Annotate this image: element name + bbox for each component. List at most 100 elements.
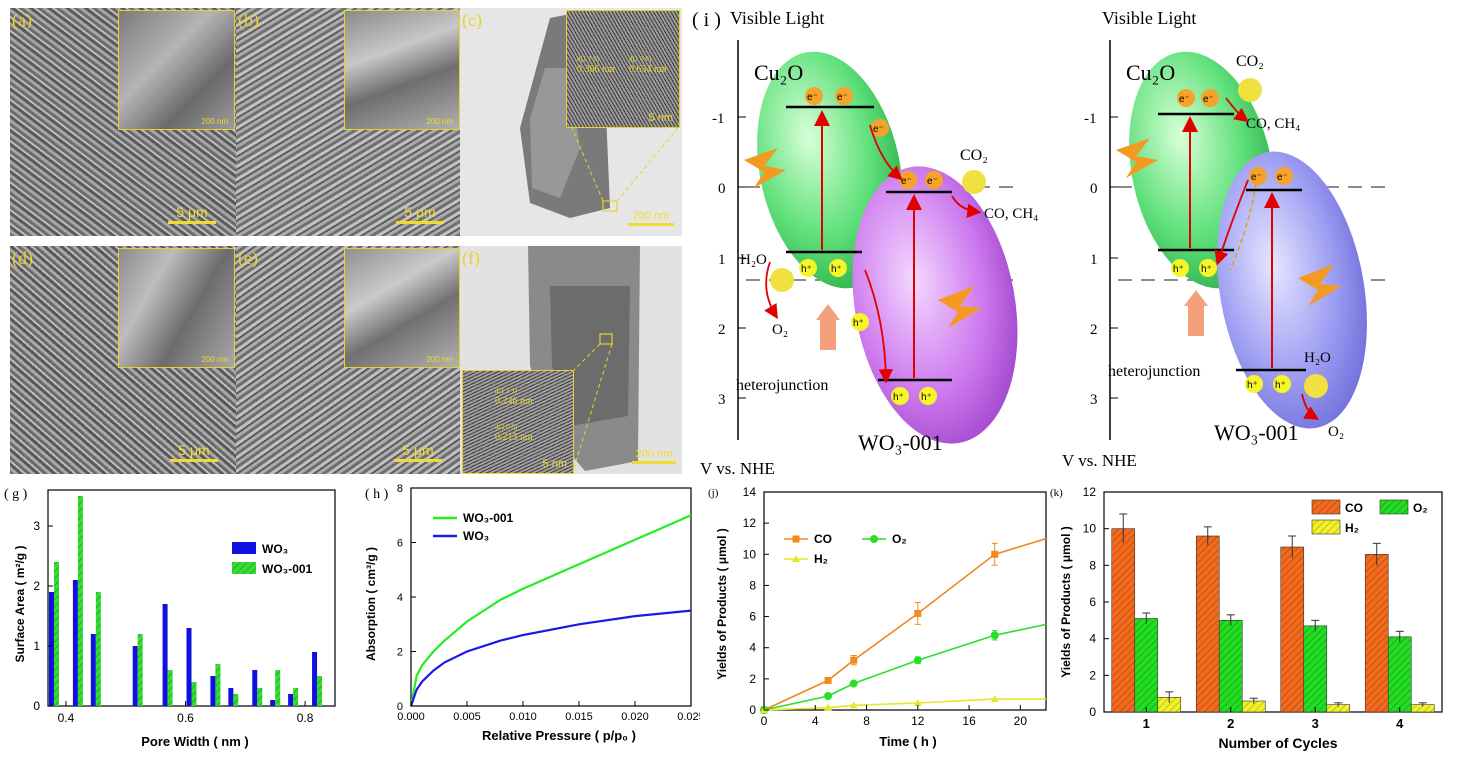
chart-g-bar-wo3-001 (137, 634, 143, 706)
chart-h-y-tick-label: 2 (397, 647, 403, 659)
chart-k-y-tick-label: 6 (1089, 595, 1096, 609)
right-axis-label: V vs. NHE (1062, 451, 1137, 470)
inset-scale-f: 5 nm (542, 458, 567, 470)
chart-j-legend-marker-2 (792, 555, 800, 562)
chart-j-legend-marker-1 (870, 535, 878, 543)
right-happy-face (1238, 78, 1262, 102)
left-h1: h⁺ (801, 264, 812, 275)
right-h1: h⁺ (1173, 264, 1184, 275)
chart-g-bar-wo3-001 (293, 688, 299, 706)
left-lightning-2 (938, 286, 982, 328)
chart-j-point-co (914, 609, 922, 617)
chart-j-y-axis-label: Yields of Products ( μmol ) (715, 528, 729, 680)
chart-k-bar-CO (1111, 528, 1136, 713)
chart-g-bar-wo3-001 (53, 562, 59, 706)
left-h2: h⁺ (831, 264, 842, 275)
chart-j-y-tick-label: 12 (743, 516, 757, 530)
chart-g-bar-wo3-001 (77, 496, 83, 706)
chart-j-y-tick-label: 8 (749, 578, 756, 592)
micrograph-grid: (a) 200 nm 5 μm (b) 200 nm 5 μm (c) d(1 … (10, 8, 682, 474)
chart-g-x-tick-label: 0.4 (58, 711, 75, 725)
f-d2-value: 0.213 nm (495, 432, 533, 443)
chart-h-x-tick-label: 0.010 (509, 711, 537, 723)
chart-h-series-line-0 (409, 514, 692, 707)
scale-bar-d: 5 μm (170, 442, 218, 462)
chart-g-legend-wo3-001: WO₃-001 (262, 562, 313, 576)
f-d1-value: 0.246 nm (495, 396, 533, 407)
right-tick-3: 3 (1090, 392, 1098, 408)
chart-h-y-tick-label: 0 (397, 701, 403, 713)
c-d2-value: 0.634 nm (629, 64, 667, 75)
chart-k-x-axis-label: Number of Cycles (1218, 735, 1337, 751)
chart-j-y-tick-label: 6 (749, 610, 756, 624)
right-tick-1: 1 (1090, 252, 1098, 268)
chart-g-bar-wo3-001 (317, 676, 323, 706)
right-y-ticks: -1 0 1 2 3 (1084, 111, 1118, 408)
right-h2: h⁺ (1201, 264, 1212, 275)
left-lightning-1 (744, 148, 786, 188)
chart-j-point-h2 (913, 698, 922, 706)
chart-g-bar-wo3 (186, 628, 192, 706)
chart-k-legend-swatch-2 (1311, 519, 1341, 535)
chart-k-bar-CO (1364, 554, 1389, 713)
c-d1-value: 0.366 nm (577, 64, 615, 75)
right-tick-2: 2 (1090, 322, 1098, 338)
chart-h-x-tick-label: 0.015 (565, 711, 593, 723)
chart-k-bar-CO (1280, 546, 1305, 713)
inset-scale-b: 200 nm (426, 117, 453, 126)
chart-k-y-tick-label: 8 (1089, 558, 1096, 572)
chart-g-bar-wo3-001 (233, 694, 239, 706)
chart-g-bar-wo3-001 (191, 682, 197, 706)
inset-scale-e: 200 nm (426, 355, 453, 364)
chart-k-label: (k) (1050, 487, 1063, 499)
chart-g-bar-wo3 (252, 670, 258, 706)
chart-h-y-tick-label: 6 (397, 538, 403, 550)
chart-g-x-axis-label: Pore Width ( nm ) (141, 734, 249, 749)
chart-j-legend-1: O₂ (892, 532, 907, 546)
chart-g-bar-wo3 (90, 634, 96, 706)
scale-bar-f: 200 nm (632, 448, 676, 464)
left-tick-2: 2 (718, 322, 726, 338)
chart-h-y-tick-label: 4 (397, 592, 403, 604)
chart-j-point-o2 (824, 691, 833, 700)
inset-scale-a: 200 nm (201, 117, 228, 126)
chart-g-bar-wo3 (132, 646, 138, 706)
chart-g-bar-wo3-001 (275, 670, 281, 706)
chart-g-x-tick-label: 0.6 (177, 711, 194, 725)
scale-bar-c: 200 nm (628, 210, 674, 226)
right-e3: e⁻ (1251, 172, 1262, 183)
chart-g-label: ( g ) (4, 487, 28, 502)
chart-g-legend-swatch-wo3 (232, 542, 256, 554)
sem-inset-b: 200 nm (344, 10, 460, 130)
left-products: CO, CH₄ (984, 206, 1038, 222)
left-axis-label: V vs. NHE (700, 459, 775, 478)
chart-g-bar-wo3 (228, 688, 234, 706)
right-h3: h⁺ (1247, 380, 1258, 391)
right-e2: e⁻ (1203, 94, 1214, 105)
left-e2: e⁻ (837, 92, 848, 103)
chart-h-x-tick-label: 0.025 (677, 711, 700, 723)
left-tick-0: 0 (718, 181, 726, 197)
chart-k-legend-2: H₂ (1345, 521, 1359, 535)
chart-j-x-tick-label: 4 (812, 714, 819, 728)
sem-image-a: (a) 200 nm 5 μm (10, 8, 236, 236)
chart-j-x-axis-label: Time ( h ) (879, 734, 937, 749)
chart-h-label: ( h ) (365, 487, 389, 502)
c-d1-label: d(1 1 0) (577, 55, 600, 63)
left-e4: e⁻ (901, 176, 912, 187)
chart-k-y-tick-label: 10 (1083, 522, 1097, 536)
left-hetero-arrow (816, 304, 840, 350)
left-sad-face-2 (770, 268, 794, 292)
sem-image-e: (e) 200 nm 5 μm (236, 246, 460, 474)
chart-g-legend-swatch-wo3-001 (232, 562, 256, 574)
left-e5: e⁻ (927, 176, 938, 187)
chart-j-legend-0: CO (814, 532, 832, 546)
scale-bar-b: 5 μm (396, 204, 444, 224)
chart-g-x-tick-label: 0.8 (297, 711, 314, 725)
left-h2o: H₂O (740, 252, 767, 268)
chart-g-legend-wo3: WO₃ (262, 542, 288, 556)
right-o2: O₂ (1328, 424, 1344, 440)
left-h3: h⁺ (853, 318, 864, 329)
left-o2: O₂ (772, 322, 788, 338)
right-products: CO, CH₄ (1246, 116, 1300, 132)
